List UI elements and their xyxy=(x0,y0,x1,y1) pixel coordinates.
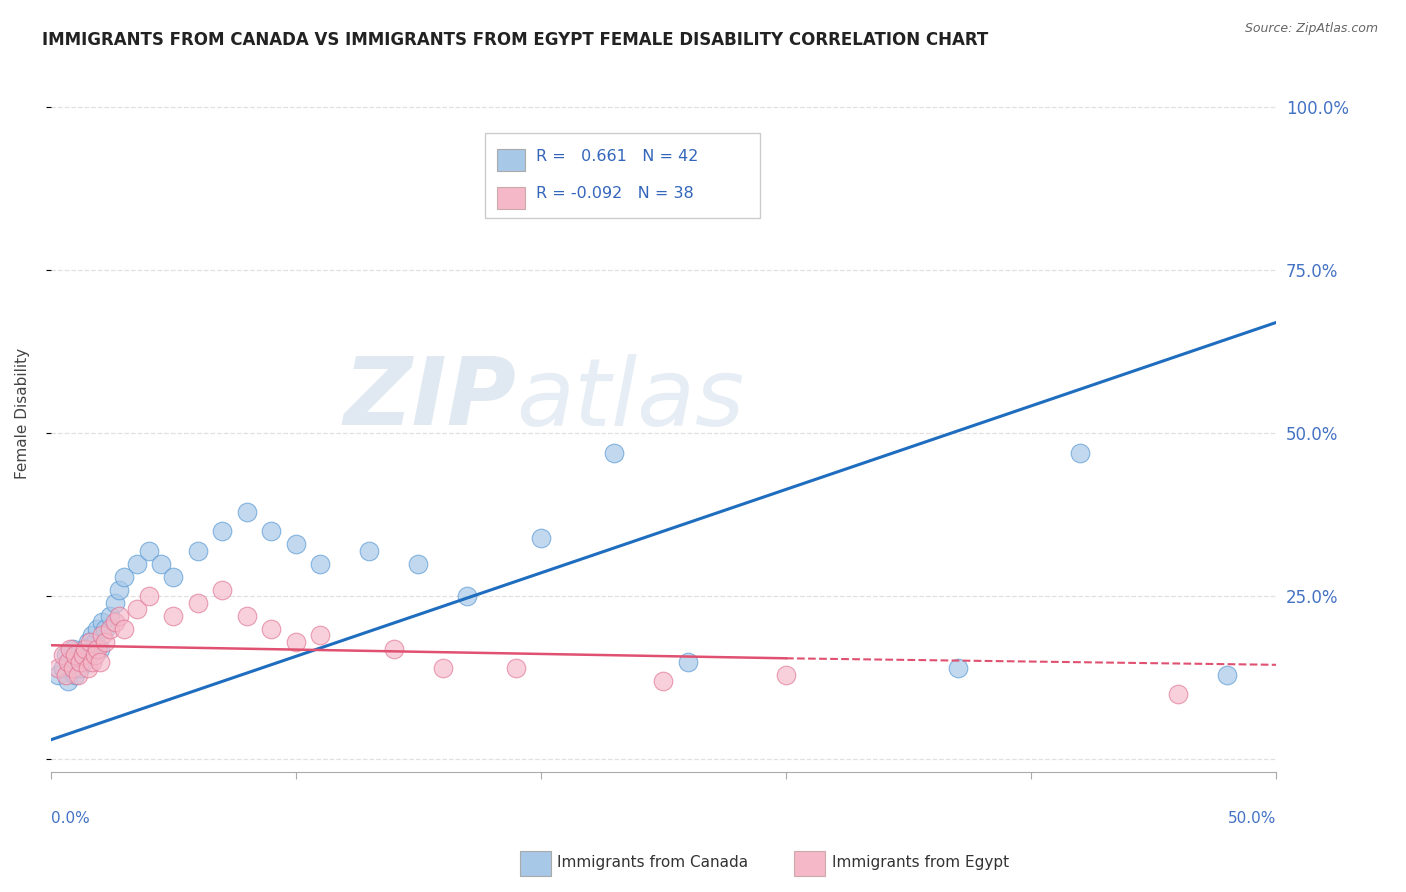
Point xyxy=(46,667,69,681)
Point xyxy=(69,655,91,669)
Text: Immigrants from Egypt: Immigrants from Egypt xyxy=(832,855,1010,870)
Point xyxy=(456,590,478,604)
Point xyxy=(66,667,89,681)
Point xyxy=(359,543,381,558)
Text: 0.0%: 0.0% xyxy=(51,811,90,826)
Text: ZIP: ZIP xyxy=(343,353,516,445)
Point xyxy=(112,622,135,636)
Point xyxy=(76,635,98,649)
Point xyxy=(652,674,675,689)
Point xyxy=(103,615,125,630)
Point xyxy=(98,622,121,636)
Text: Immigrants from Canada: Immigrants from Canada xyxy=(557,855,748,870)
Point xyxy=(55,667,77,681)
Point xyxy=(91,615,114,630)
Point xyxy=(382,641,405,656)
Point xyxy=(91,628,114,642)
Point xyxy=(59,641,82,656)
Point xyxy=(46,661,69,675)
Point xyxy=(236,505,259,519)
Point xyxy=(89,641,111,656)
Point xyxy=(62,661,84,675)
Text: Source: ZipAtlas.com: Source: ZipAtlas.com xyxy=(1244,22,1378,36)
Point xyxy=(76,661,98,675)
Point xyxy=(432,661,454,675)
Point xyxy=(65,667,87,681)
Point xyxy=(82,655,104,669)
Point xyxy=(530,531,553,545)
Point xyxy=(108,608,131,623)
Point xyxy=(52,648,75,662)
Point xyxy=(112,570,135,584)
Point xyxy=(211,524,233,538)
Point xyxy=(56,655,79,669)
Point xyxy=(260,524,283,538)
Point xyxy=(72,655,94,669)
Point xyxy=(62,641,84,656)
Point xyxy=(125,602,148,616)
Text: 50.0%: 50.0% xyxy=(1227,811,1277,826)
Text: R =   0.661   N = 42: R = 0.661 N = 42 xyxy=(536,149,699,164)
Text: atlas: atlas xyxy=(516,354,745,445)
Point xyxy=(309,628,332,642)
Point xyxy=(55,648,77,662)
Point xyxy=(1167,687,1189,701)
Point xyxy=(162,570,184,584)
Point xyxy=(408,557,430,571)
Point xyxy=(138,543,160,558)
Point xyxy=(93,622,115,636)
Point xyxy=(66,648,89,662)
Point xyxy=(86,641,108,656)
Point xyxy=(84,635,107,649)
Point xyxy=(93,635,115,649)
Y-axis label: Female Disability: Female Disability xyxy=(15,348,30,479)
Point xyxy=(150,557,173,571)
Point xyxy=(72,648,94,662)
Point xyxy=(89,655,111,669)
Point xyxy=(309,557,332,571)
Point xyxy=(86,622,108,636)
Point xyxy=(98,608,121,623)
Point xyxy=(82,628,104,642)
Point xyxy=(603,446,626,460)
Point xyxy=(946,661,969,675)
Point xyxy=(775,667,797,681)
Text: R = -0.092   N = 38: R = -0.092 N = 38 xyxy=(536,186,693,202)
Point xyxy=(260,622,283,636)
Point xyxy=(1216,667,1239,681)
Point xyxy=(505,661,527,675)
Point xyxy=(65,648,87,662)
Point xyxy=(211,582,233,597)
Point xyxy=(69,661,91,675)
Point xyxy=(125,557,148,571)
Point xyxy=(108,582,131,597)
Point xyxy=(138,590,160,604)
Point xyxy=(284,537,307,551)
Point xyxy=(103,596,125,610)
Point xyxy=(79,635,101,649)
Point xyxy=(79,648,101,662)
Point xyxy=(187,543,209,558)
Point xyxy=(1069,446,1091,460)
Point xyxy=(187,596,209,610)
Point xyxy=(75,641,97,656)
Point xyxy=(59,655,82,669)
Point xyxy=(162,608,184,623)
Point xyxy=(52,661,75,675)
Point xyxy=(84,648,107,662)
Point xyxy=(676,655,699,669)
Point xyxy=(75,641,97,656)
Point xyxy=(56,674,79,689)
Text: IMMIGRANTS FROM CANADA VS IMMIGRANTS FROM EGYPT FEMALE DISABILITY CORRELATION CH: IMMIGRANTS FROM CANADA VS IMMIGRANTS FRO… xyxy=(42,31,988,49)
Point xyxy=(236,608,259,623)
Point xyxy=(284,635,307,649)
